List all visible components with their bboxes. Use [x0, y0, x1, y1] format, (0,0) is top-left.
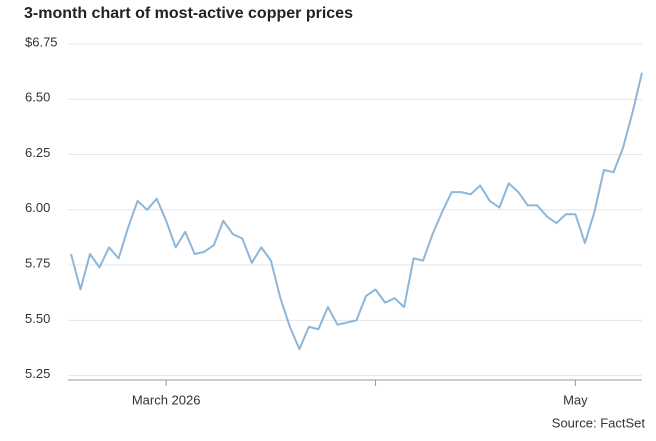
- source: Source: FactSet: [552, 415, 646, 430]
- y-tick-label: 5.50: [25, 311, 50, 326]
- x-tick-label: March 2026: [132, 392, 201, 407]
- y-tick-label: 6.50: [25, 90, 50, 105]
- chart-title: 3-month chart of most-active copper pric…: [24, 5, 353, 22]
- price-line: [70, 72, 643, 351]
- y-tick-label: 5.25: [25, 366, 50, 381]
- y-tick-label: 6.00: [25, 200, 50, 215]
- y-tick-label: $6.75: [25, 34, 58, 49]
- y-tick-label: 5.75: [25, 255, 50, 270]
- x-tick-label: May: [563, 392, 588, 407]
- y-tick-label: 6.25: [25, 145, 50, 160]
